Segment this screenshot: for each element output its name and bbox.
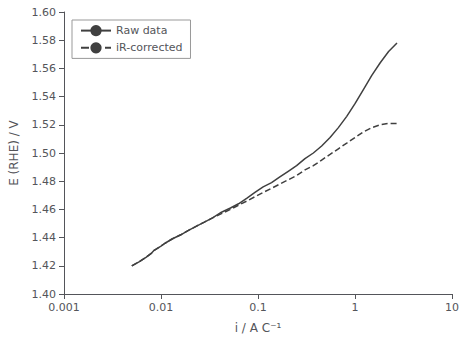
- svg-text:1.46: 1.46: [32, 203, 57, 216]
- svg-text:0.01: 0.01: [149, 301, 174, 314]
- svg-text:1.60: 1.60: [32, 6, 57, 19]
- svg-text:1.50: 1.50: [32, 147, 57, 160]
- svg-text:0.001: 0.001: [48, 301, 80, 314]
- svg-text:1.58: 1.58: [32, 34, 57, 47]
- svg-text:E (RHE) / V: E (RHE) / V: [7, 119, 21, 185]
- svg-text:10: 10: [445, 301, 459, 314]
- svg-text:iR-corrected: iR-corrected: [116, 41, 183, 54]
- svg-text:1.42: 1.42: [32, 259, 57, 272]
- svg-text:1.52: 1.52: [32, 118, 57, 131]
- svg-text:1.56: 1.56: [32, 62, 57, 75]
- svg-text:1.48: 1.48: [32, 175, 57, 188]
- svg-text:i / A C⁻¹: i / A C⁻¹: [235, 321, 282, 335]
- svg-text:1.54: 1.54: [32, 90, 57, 103]
- svg-text:Raw data: Raw data: [116, 24, 167, 37]
- svg-text:1: 1: [352, 301, 359, 314]
- svg-text:1.44: 1.44: [32, 231, 57, 244]
- svg-text:0.1: 0.1: [249, 301, 267, 314]
- svg-text:1.40: 1.40: [32, 288, 57, 301]
